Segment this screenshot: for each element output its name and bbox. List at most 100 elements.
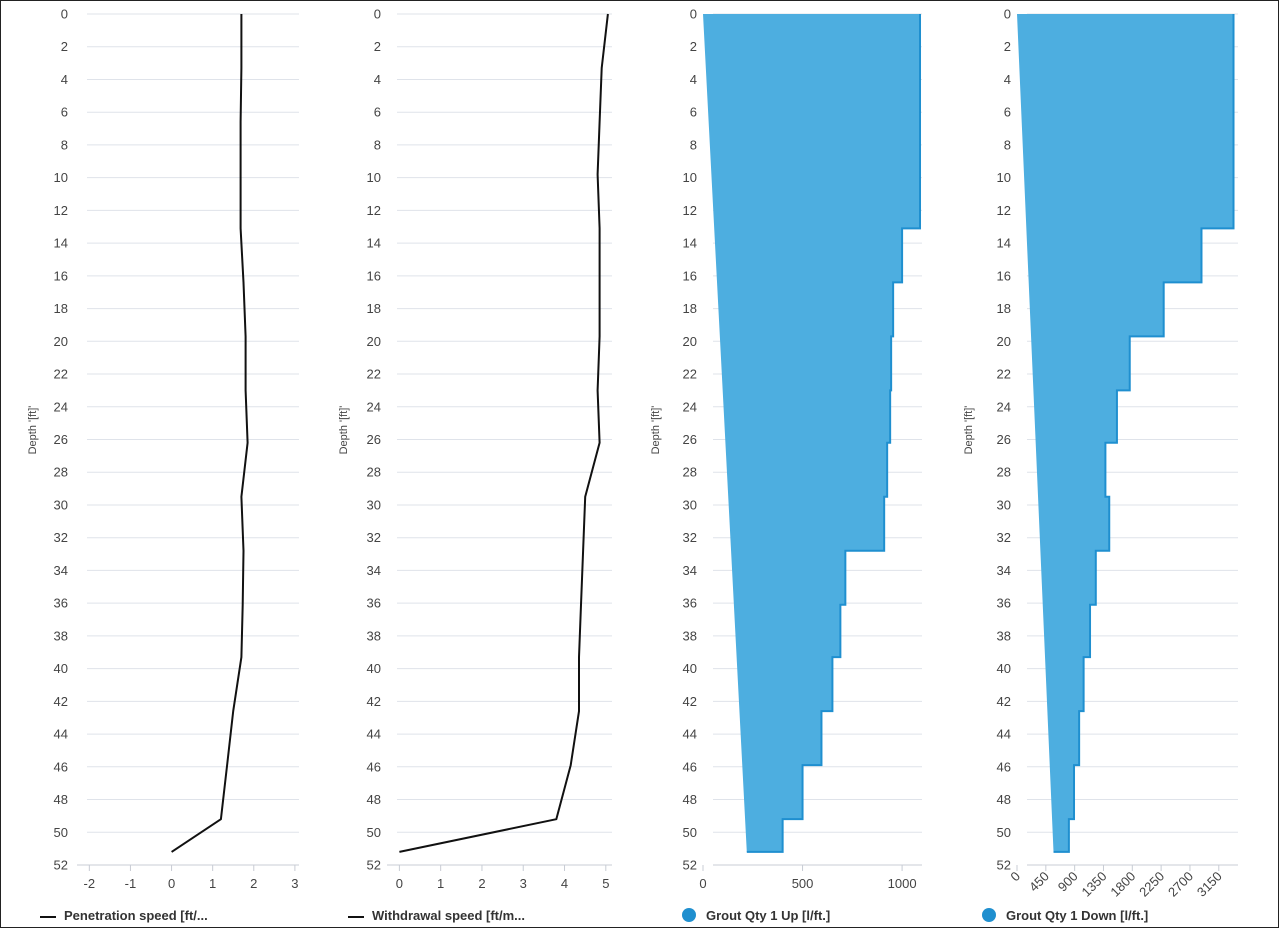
y-tick-label: 44 <box>997 727 1011 742</box>
x-tick-label: 3 <box>520 876 527 891</box>
y-tick-label: 32 <box>997 530 1011 545</box>
y-tick-label: 20 <box>997 334 1011 349</box>
y-tick-label: 14 <box>54 236 68 251</box>
y-tick-label: 2 <box>61 39 68 54</box>
y-tick-label: 0 <box>374 7 381 22</box>
y-tick-label: 0 <box>61 7 68 22</box>
y-tick-label: 4 <box>690 72 697 87</box>
x-tick-label: 2700 <box>1165 869 1196 900</box>
y-tick-label: 12 <box>367 203 381 218</box>
y-tick-label: 16 <box>54 268 68 283</box>
x-tick-label: 1 <box>209 876 216 891</box>
y-tick-label: 46 <box>54 759 68 774</box>
y-tick-label: 24 <box>367 399 381 414</box>
y-tick-label: 4 <box>1004 72 1011 87</box>
y-tick-label: 38 <box>367 628 381 643</box>
y-tick-label: 10 <box>997 170 1011 185</box>
y-tick-label: 42 <box>367 694 381 709</box>
y-tick-label: 2 <box>374 39 381 54</box>
y-tick-label: 22 <box>997 367 1011 382</box>
series-area <box>1017 14 1234 852</box>
x-tick-label: -1 <box>125 876 137 891</box>
y-axis-title: Depth '[ft]' <box>963 406 975 455</box>
y-tick-label: 8 <box>374 137 381 152</box>
y-tick-label: 32 <box>683 530 697 545</box>
legend-item[interactable]: Grout Qty 1 Down [l/ft.] <box>982 908 1148 923</box>
y-tick-label: 6 <box>1004 105 1011 120</box>
y-tick-label: 40 <box>367 661 381 676</box>
y-tick-label: 6 <box>374 105 381 120</box>
chart-panel-3: 0246810121416182022242628303234363840424… <box>650 7 922 923</box>
legend-item[interactable]: Penetration speed [ft/... <box>40 908 208 923</box>
y-tick-label: 42 <box>997 694 1011 709</box>
y-tick-label: 4 <box>374 72 381 87</box>
y-tick-label: 50 <box>683 825 697 840</box>
legend-label: Grout Qty 1 Up [l/ft.] <box>706 908 830 923</box>
y-tick-label: 36 <box>54 596 68 611</box>
y-tick-label: 10 <box>367 170 381 185</box>
y-tick-label: 40 <box>54 661 68 676</box>
y-tick-label: 16 <box>683 268 697 283</box>
y-tick-label: 50 <box>367 825 381 840</box>
y-tick-label: 10 <box>683 170 697 185</box>
y-tick-label: 36 <box>367 596 381 611</box>
y-tick-label: 36 <box>997 596 1011 611</box>
y-tick-label: 46 <box>367 759 381 774</box>
y-tick-label: 38 <box>54 628 68 643</box>
legend-dot-marker <box>682 908 696 922</box>
y-tick-label: 14 <box>997 236 1011 251</box>
y-axis-title: Depth '[ft]' <box>650 406 662 455</box>
y-tick-label: 8 <box>690 137 697 152</box>
y-tick-label: 18 <box>683 301 697 316</box>
y-tick-label: 12 <box>997 203 1011 218</box>
y-tick-label: 18 <box>997 301 1011 316</box>
legend-label: Penetration speed [ft/... <box>64 908 208 923</box>
legend-label: Withdrawal speed [ft/m... <box>372 908 525 923</box>
y-tick-label: 44 <box>683 727 697 742</box>
y-tick-label: 46 <box>683 759 697 774</box>
legend-dot-marker <box>982 908 996 922</box>
x-tick-label: 0 <box>168 876 175 891</box>
x-tick-label: 4 <box>561 876 568 891</box>
y-tick-label: 30 <box>54 497 68 512</box>
y-tick-label: 48 <box>367 792 381 807</box>
x-tick-label: 1800 <box>1107 869 1138 900</box>
x-tick-label: 3150 <box>1194 869 1225 900</box>
y-tick-label: 26 <box>54 432 68 447</box>
y-tick-label: 0 <box>1004 7 1011 22</box>
x-tick-label: 0 <box>396 876 403 891</box>
x-tick-label: 900 <box>1055 869 1081 895</box>
y-tick-label: 48 <box>997 792 1011 807</box>
y-tick-label: 44 <box>54 727 68 742</box>
y-tick-label: 42 <box>683 694 697 709</box>
y-tick-label: 52 <box>54 858 68 873</box>
x-tick-label: 5 <box>602 876 609 891</box>
x-tick-label: 500 <box>792 876 814 891</box>
y-tick-label: 26 <box>683 432 697 447</box>
y-tick-label: 36 <box>683 596 697 611</box>
y-tick-label: 2 <box>1004 39 1011 54</box>
x-tick-label: 2 <box>478 876 485 891</box>
y-tick-label: 52 <box>683 858 697 873</box>
chart-panel-2: 0246810121416182022242628303234363840424… <box>338 7 612 923</box>
y-tick-label: 18 <box>54 301 68 316</box>
y-tick-label: 52 <box>997 858 1011 873</box>
y-tick-label: 12 <box>683 203 697 218</box>
y-tick-label: 10 <box>54 170 68 185</box>
y-tick-label: 34 <box>54 563 68 578</box>
y-tick-label: 32 <box>367 530 381 545</box>
x-tick-label: 1350 <box>1079 869 1110 900</box>
y-tick-label: 6 <box>61 105 68 120</box>
y-tick-label: 26 <box>997 432 1011 447</box>
y-tick-label: 52 <box>367 858 381 873</box>
y-tick-label: 28 <box>683 465 697 480</box>
y-tick-label: 22 <box>367 367 381 382</box>
series-line <box>399 13 609 853</box>
y-tick-label: 24 <box>54 399 68 414</box>
legend-item[interactable]: Withdrawal speed [ft/m... <box>348 908 525 923</box>
y-tick-label: 38 <box>997 628 1011 643</box>
legend-item[interactable]: Grout Qty 1 Up [l/ft.] <box>682 908 830 923</box>
y-tick-label: 44 <box>367 727 381 742</box>
y-tick-label: 42 <box>54 694 68 709</box>
